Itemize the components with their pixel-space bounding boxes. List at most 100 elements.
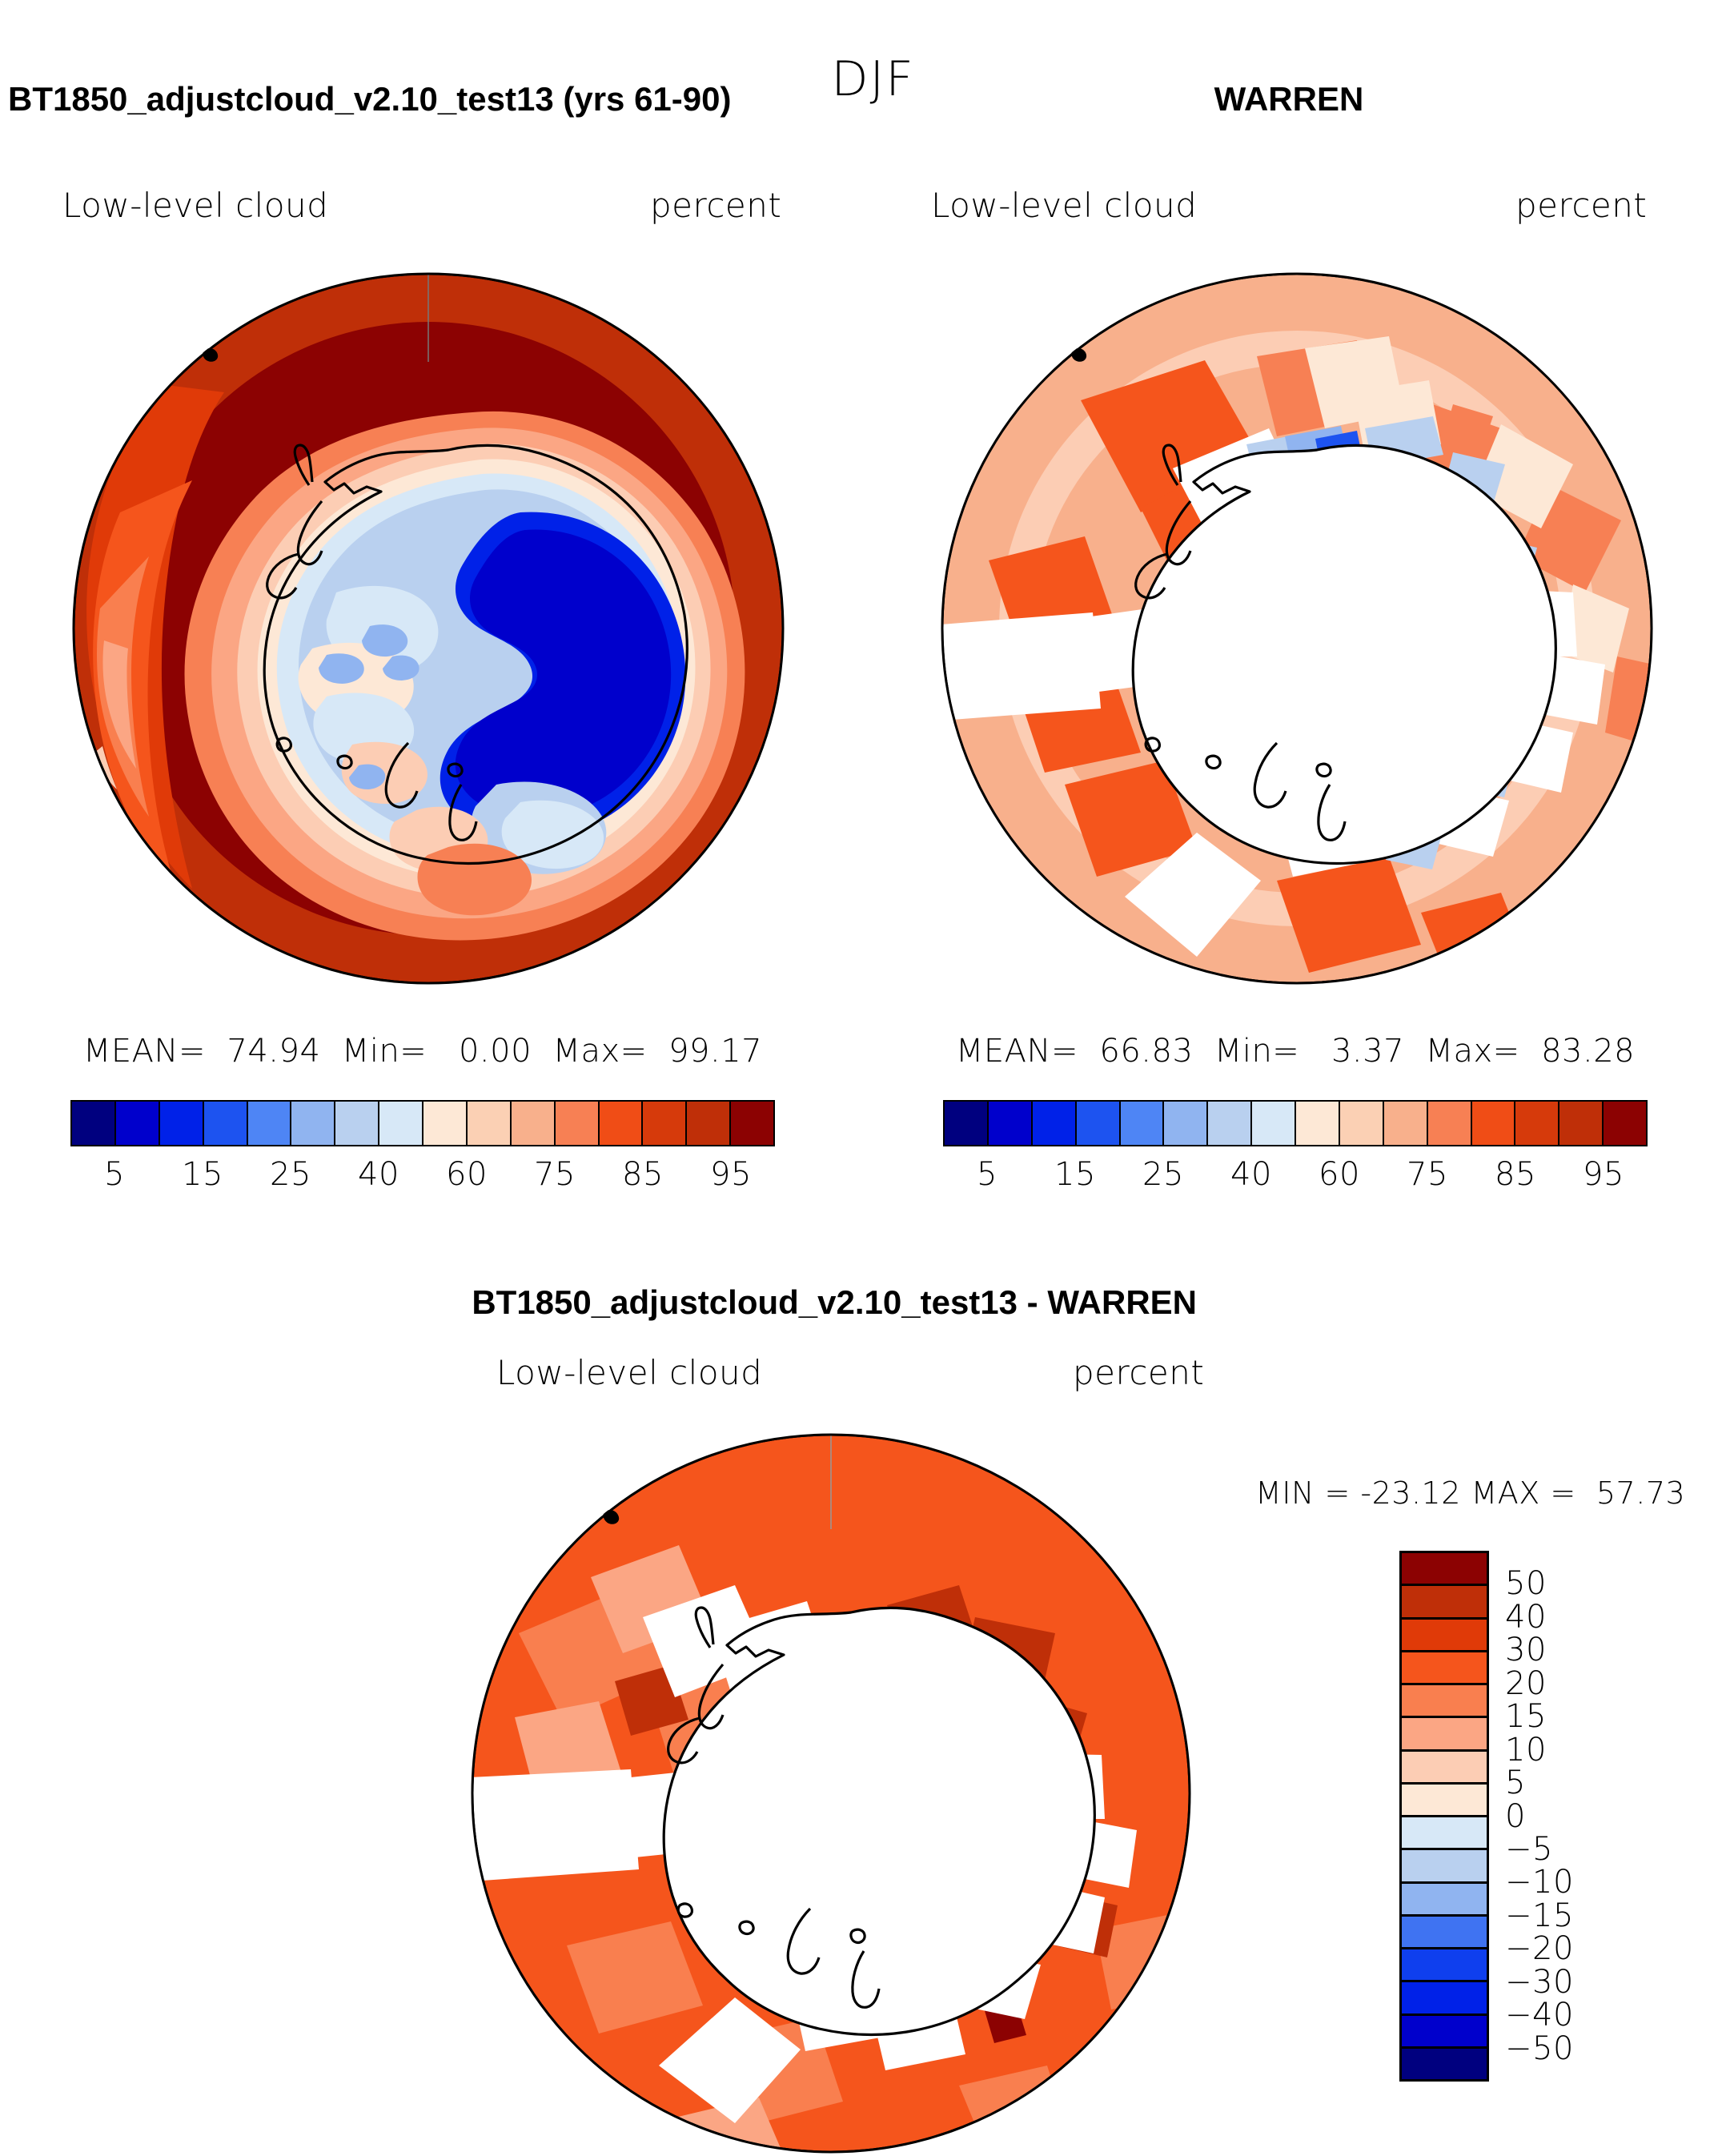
colorbar-cell-8 [423,1102,468,1145]
diff-colorbar-tick-14: −40 [1505,1997,1574,2034]
diff-colorbar-cell-8 [1402,1817,1487,1851]
diff-map-border [471,1433,1191,2154]
model-map-border [72,272,785,985]
diff-contour-fills [472,1435,1190,2152]
season-title: DJF [831,51,915,107]
colorbar-tick-15: 15 [1054,1156,1096,1193]
colorbar-cell-6 [335,1102,380,1145]
colorbar-cell-2 [159,1102,204,1145]
colorbar-cell-9 [1339,1102,1384,1145]
colorbar-cell-2 [1032,1102,1077,1145]
diff-colorbar-tick-6: 10 [1505,1731,1547,1769]
colorbar-tick-40: 40 [1230,1156,1272,1193]
diff-colorbar-cell-4 [1402,1685,1487,1719]
colorbar-tick-5: 5 [977,1156,997,1193]
diff-colorbar-cell-6 [1402,1751,1487,1785]
colorbar-tick-25: 25 [1142,1156,1184,1193]
diff-map-svg [471,1433,1191,2154]
colorbar-cell-9 [467,1102,512,1145]
colorbar-tick-60: 60 [1319,1156,1360,1193]
diff-colorbar-tick-1: 50 [1505,1565,1547,1603]
diff-colorbar [1399,1551,1489,2082]
model-map-svg [72,272,785,985]
diff-field-label: Low-level cloud [496,1353,763,1392]
colorbar-cell-12 [599,1102,644,1145]
obs-map-plot [941,272,1653,985]
diff-colorbar-cell-0 [1402,1553,1487,1587]
colorbar-cell-11 [1427,1102,1472,1145]
diff-colorbar-cell-12 [1402,1949,1487,1983]
diff-colorbar-tick-7: 5 [1505,1765,1526,1802]
colorbar-cell-14 [1559,1102,1604,1145]
colorbar-cell-4 [1120,1102,1165,1145]
colorbar-tick-95: 95 [1583,1156,1624,1193]
diff-colorbar-tick-12: −20 [1505,1930,1574,1968]
diff-colorbar-cell-2 [1402,1619,1487,1652]
colorbar-cell-3 [1076,1102,1121,1145]
colorbar-cell-5 [1164,1102,1209,1145]
obs-unit-label: percent [1515,186,1648,225]
obs-stats-line: MEAN= 66.83 Min= 3.37 Max= 83.28 [955,1033,1636,1070]
obs-map-svg [941,272,1653,985]
diff-colorbar-tick-15: −50 [1505,2030,1574,2067]
diff-panel-title: BT1850_adjustcloud_v2.10_test13 - WARREN [0,1245,1722,1322]
colorbar-cell-15 [731,1102,773,1145]
diff-colorbar-cell-13 [1402,1982,1487,2016]
colorbar-tick-85: 85 [1495,1156,1536,1193]
model-map-plot [72,272,785,985]
model-colorbar [70,1100,775,1146]
model-contour-fills [74,274,783,983]
diff-colorbar-cell-11 [1402,1916,1487,1949]
diff-colorbar-tick-13: −30 [1505,1963,1574,2001]
colorbar-cell-14 [687,1102,732,1145]
colorbar-cell-10 [511,1102,556,1145]
colorbar-cell-3 [203,1102,248,1145]
diff-colorbar-cell-15 [1402,2048,1487,2079]
colorbar-cell-0 [945,1102,989,1145]
colorbar-cell-13 [1515,1102,1560,1145]
colorbar-cell-1 [115,1102,160,1145]
colorbar-cell-4 [247,1102,292,1145]
colorbar-cell-10 [1383,1102,1428,1145]
colorbar-cell-11 [555,1102,600,1145]
colorbar-tick-95: 95 [710,1156,752,1193]
model-colorbar-ticks: 5 15 25 40 60 75 85 95 [70,1156,775,1196]
diff-colorbar-cell-3 [1402,1652,1487,1685]
model-stats-line: MEAN= 74.94 Min= 0.00 Max= 99.17 [82,1033,763,1070]
colorbar-cell-7 [379,1102,423,1145]
colorbar-tick-15: 15 [182,1156,223,1193]
diff-colorbar-ticks: 50 40 30 20 15 10 5 0 −5 −10 −15 −20 −30 −40 −50 [1505,1551,1649,2082]
colorbar-cell-12 [1471,1102,1516,1145]
colorbar-tick-5: 5 [104,1156,125,1193]
diff-colorbar-cell-9 [1402,1850,1487,1884]
colorbar-cell-8 [1296,1102,1340,1145]
diff-colorbar-tick-8: 0 [1505,1797,1526,1835]
colorbar-cell-13 [643,1102,688,1145]
colorbar-cell-7 [1252,1102,1296,1145]
diff-colorbar-tick-10: −10 [1505,1864,1574,1901]
colorbar-tick-40: 40 [358,1156,399,1193]
diff-colorbar-tick-5: 15 [1505,1698,1547,1736]
colorbar-tick-25: 25 [270,1156,311,1193]
colorbar-tick-75: 75 [534,1156,576,1193]
diff-colorbar-tick-9: −5 [1505,1830,1553,1868]
diff-colorbar-tick-2: 40 [1505,1598,1547,1636]
diff-colorbar-tick-4: 20 [1505,1664,1547,1702]
diff-minmax-label: MIN = -23.12 MAX = 57.73 [1255,1475,1686,1511]
colorbar-tick-85: 85 [622,1156,664,1193]
model-panel-title: BT1850_adjustcloud_v2.10_test13 (yrs 61-… [8,80,732,118]
diff-unit-label: percent [1073,1353,1205,1392]
obs-field-label: Low-level cloud [931,186,1198,225]
colorbar-cell-15 [1604,1102,1646,1145]
diff-colorbar-tick-11: −15 [1505,1897,1574,1934]
colorbar-tick-75: 75 [1407,1156,1448,1193]
obs-colorbar [943,1100,1648,1146]
diff-colorbar-cell-7 [1402,1784,1487,1817]
diff-panel-title-text: BT1850_adjustcloud_v2.10_test13 - WARREN [472,1283,1197,1321]
colorbar-cell-5 [291,1102,336,1145]
colorbar-cell-6 [1208,1102,1253,1145]
colorbar-cell-1 [988,1102,1033,1145]
obs-panel-title: WARREN [1214,80,1364,118]
diff-colorbar-cell-10 [1402,1883,1487,1917]
diff-colorbar-cell-5 [1402,1718,1487,1752]
